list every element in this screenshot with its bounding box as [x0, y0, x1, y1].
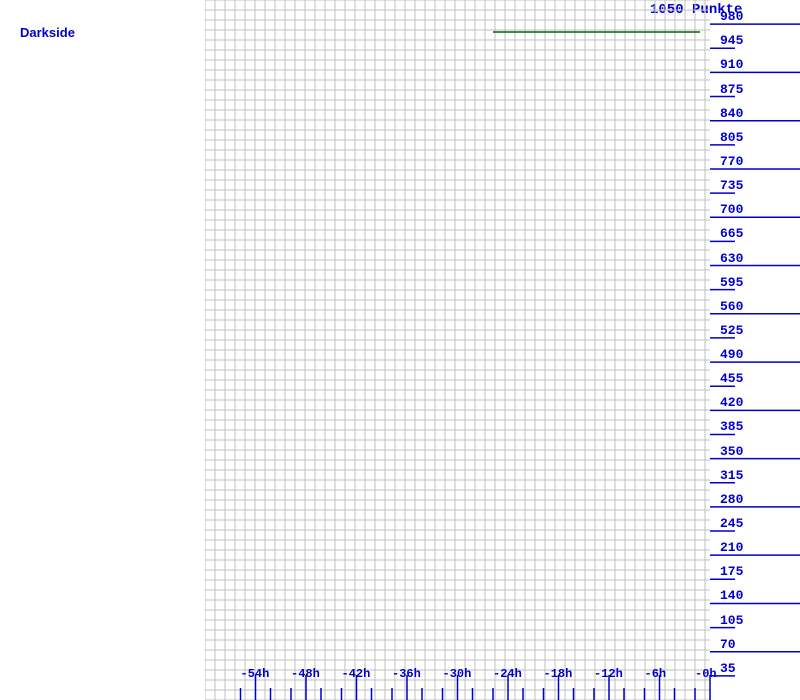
y-tick-label: 140 [720, 588, 743, 603]
y-tick-label: 770 [720, 154, 743, 169]
chart-container: Darkside 1050 Punkte 3570105140175210245… [0, 0, 800, 700]
y-tick-label: 315 [720, 468, 743, 483]
x-tick-label: -42h [342, 667, 371, 681]
y-tick-label: 210 [720, 540, 743, 555]
y-tick-label: 420 [720, 395, 743, 410]
y-tick-label: 385 [720, 419, 743, 434]
y-tick-label: 350 [720, 444, 743, 459]
x-tick-label: -54h [241, 667, 270, 681]
y-tick-label: 980 [720, 9, 743, 24]
y-tick-label: 595 [720, 275, 743, 290]
chart-title: Darkside [20, 25, 75, 40]
y-tick-label: 735 [720, 178, 743, 193]
y-tick-label: 945 [720, 33, 743, 48]
y-tick-label: 700 [720, 202, 743, 217]
y-tick-label: 455 [720, 371, 743, 386]
grid-minor [205, 0, 710, 700]
y-tick-label: 490 [720, 347, 743, 362]
y-tick-label: 175 [720, 564, 743, 579]
y-tick-label: 280 [720, 492, 743, 507]
x-tick-label: -30h [443, 667, 472, 681]
y-tick-label: 805 [720, 130, 743, 145]
y-tick-label: 70 [720, 637, 736, 652]
x-tick-label: -36h [392, 667, 421, 681]
x-tick-label: -12h [594, 667, 623, 681]
y-tick-label: 910 [720, 57, 743, 72]
y-tick-label: 105 [720, 613, 743, 628]
y-tick-label: 245 [720, 516, 743, 531]
x-tick-label: -6h [645, 667, 667, 681]
x-tick-label: -18h [544, 667, 573, 681]
y-tick-label: 525 [720, 323, 743, 338]
y-tick-label: 35 [720, 661, 736, 676]
x-tick-label: -48h [291, 667, 320, 681]
y-tick-label: 665 [720, 226, 743, 241]
y-tick-label: 840 [720, 106, 743, 121]
x-tick-label: -0h [695, 667, 717, 681]
y-tick-label: 630 [720, 251, 743, 266]
y-tick-label: 875 [720, 82, 743, 97]
chart-svg [205, 0, 800, 700]
y-tick-label: 560 [720, 299, 743, 314]
x-tick-label: -24h [493, 667, 522, 681]
